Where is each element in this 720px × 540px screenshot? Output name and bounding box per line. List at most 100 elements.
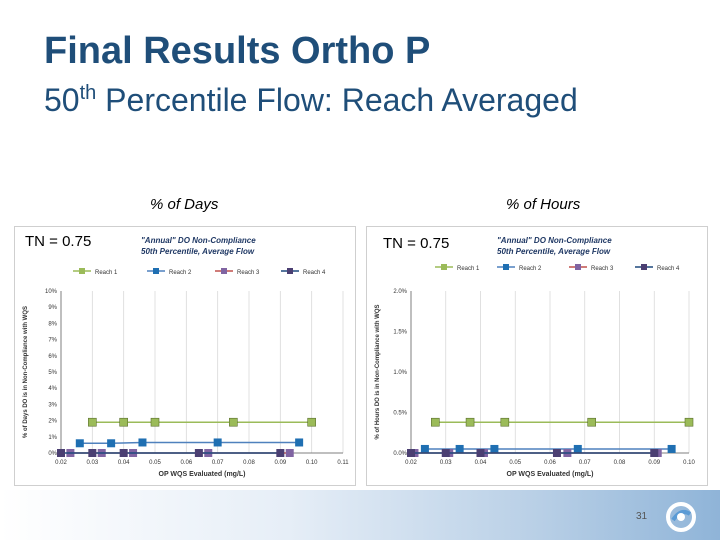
data-point — [229, 417, 238, 427]
y-tick-label: 0.5% — [393, 411, 407, 417]
data-point — [431, 417, 440, 427]
right-chart-heading: % of Hours — [506, 196, 581, 213]
chart-title: "Annual" DO Non-Compliance — [141, 236, 256, 245]
slide-title: Final Results Ortho P — [44, 30, 431, 72]
data-point — [75, 439, 84, 448]
legend-marker — [575, 264, 581, 270]
data-point — [119, 417, 128, 427]
legend-marker — [221, 268, 227, 274]
data-point — [420, 444, 429, 453]
y-tick-label: 5% — [48, 370, 57, 376]
y-tick-label: 6% — [48, 354, 57, 360]
x-tick-label: 0.04 — [118, 460, 130, 466]
data-point — [476, 449, 485, 457]
y-tick-label: 3% — [48, 402, 57, 408]
y-axis-label: % of Hours DO is in Non-Compliance with … — [375, 304, 381, 439]
x-tick-label: 0.10 — [306, 460, 318, 466]
days-chart-panel: TN = 0.75 "Annual" DO Non-Compliance 50th… — [14, 226, 356, 486]
legend-marker — [153, 268, 159, 274]
footer-gradient-band — [0, 490, 720, 540]
y-tick-label: 0% — [48, 451, 57, 457]
data-point — [88, 417, 97, 427]
legend-label: Reach 3 — [237, 270, 260, 276]
y-tick-label: 7% — [48, 338, 57, 344]
x-axis-label: OP WQS Evaluated (mg/L) — [507, 471, 594, 478]
legend-label: Reach 4 — [303, 270, 326, 276]
y-tick-label: 1.5% — [393, 330, 407, 336]
data-point — [276, 449, 285, 457]
days-noncompliance-chart: "Annual" DO Non-Compliance 50th Percentil… — [23, 236, 349, 478]
y-tick-label: 2.0% — [393, 289, 407, 295]
x-tick-label: 0.05 — [149, 460, 161, 466]
legend-label: Reach 1 — [457, 266, 480, 272]
page-number: 31 — [636, 511, 648, 522]
data-point — [441, 449, 450, 457]
legend-label: Reach 1 — [95, 270, 118, 276]
y-tick-label: 1% — [48, 435, 57, 441]
subtitle-rest: Percentile Flow: Reach Averaged — [96, 82, 578, 118]
x-tick-label: 0.03 — [440, 460, 452, 466]
x-tick-label: 0.07 — [212, 460, 224, 466]
data-point — [107, 439, 116, 448]
subtitle-number: 50 — [44, 82, 80, 118]
legend-label: Reach 4 — [657, 266, 680, 272]
x-tick-label: 0.04 — [475, 460, 487, 466]
x-tick-label: 0.08 — [243, 460, 255, 466]
legend-marker — [287, 268, 293, 274]
data-point — [407, 449, 415, 457]
x-tick-label: 0.05 — [509, 460, 521, 466]
data-point — [295, 438, 304, 447]
x-tick-label: 0.07 — [579, 460, 591, 466]
x-tick-label: 0.03 — [86, 460, 98, 466]
data-point — [57, 449, 65, 457]
data-point — [667, 444, 676, 453]
data-point — [119, 449, 128, 457]
y-axis-label: % of Days DO is in Non-Compliance with W… — [23, 306, 29, 438]
x-tick-label: 0.08 — [614, 460, 626, 466]
company-logo-icon — [664, 500, 698, 539]
left-chart-heading: % of Days — [150, 196, 219, 213]
y-tick-label: 1.0% — [393, 370, 407, 376]
left-tn-label: TN = 0.75 — [25, 233, 92, 250]
data-point — [285, 449, 294, 457]
y-tick-label: 9% — [48, 305, 57, 311]
data-point — [490, 444, 499, 453]
chart-title: "Annual" DO Non-Compliance — [497, 236, 612, 245]
x-tick-label: 0.09 — [274, 460, 286, 466]
x-tick-label: 0.06 — [544, 460, 556, 466]
x-tick-label: 0.09 — [648, 460, 660, 466]
legend-marker — [503, 264, 509, 270]
data-point — [500, 417, 510, 427]
data-point — [573, 444, 582, 453]
data-point — [587, 417, 596, 427]
x-tick-label: 0.02 — [405, 460, 417, 466]
legend-label: Reach 2 — [519, 266, 542, 272]
legend-label: Reach 3 — [591, 266, 614, 272]
data-point — [552, 449, 561, 457]
legend-marker — [641, 264, 647, 270]
x-tick-label: 0.06 — [180, 460, 192, 466]
chart-subtitle: 50th Percentile, Average Flow — [497, 247, 611, 256]
x-tick-label: 0.11 — [337, 460, 349, 466]
hours-chart-panel: TN = 0.75 "Annual" DO Non-Compliance 50th… — [366, 226, 708, 486]
subtitle-superscript: th — [79, 82, 97, 104]
data-point — [650, 449, 659, 457]
x-axis-label: OP WQS Evaluated (mg/L) — [159, 471, 246, 478]
data-point — [88, 449, 97, 457]
y-tick-label: 10% — [45, 289, 58, 295]
y-tick-label: 4% — [48, 386, 57, 392]
data-point — [684, 417, 694, 427]
y-tick-label: 2% — [48, 419, 57, 425]
y-tick-label: 0.0% — [393, 451, 407, 457]
x-tick-label: 0.10 — [683, 460, 695, 466]
y-tick-label: 8% — [48, 321, 57, 327]
data-point — [455, 444, 464, 453]
data-point — [194, 449, 203, 457]
legend-label: Reach 2 — [169, 270, 192, 276]
data-point — [307, 417, 316, 427]
data-point — [150, 417, 160, 427]
slide-subtitle: 50th Percentile Flow: Reach Averaged — [44, 82, 578, 119]
right-tn-label: TN = 0.75 — [383, 235, 450, 252]
data-point — [465, 417, 475, 427]
hours-noncompliance-chart: "Annual" DO Non-Compliance 50th Percentil… — [375, 236, 695, 478]
